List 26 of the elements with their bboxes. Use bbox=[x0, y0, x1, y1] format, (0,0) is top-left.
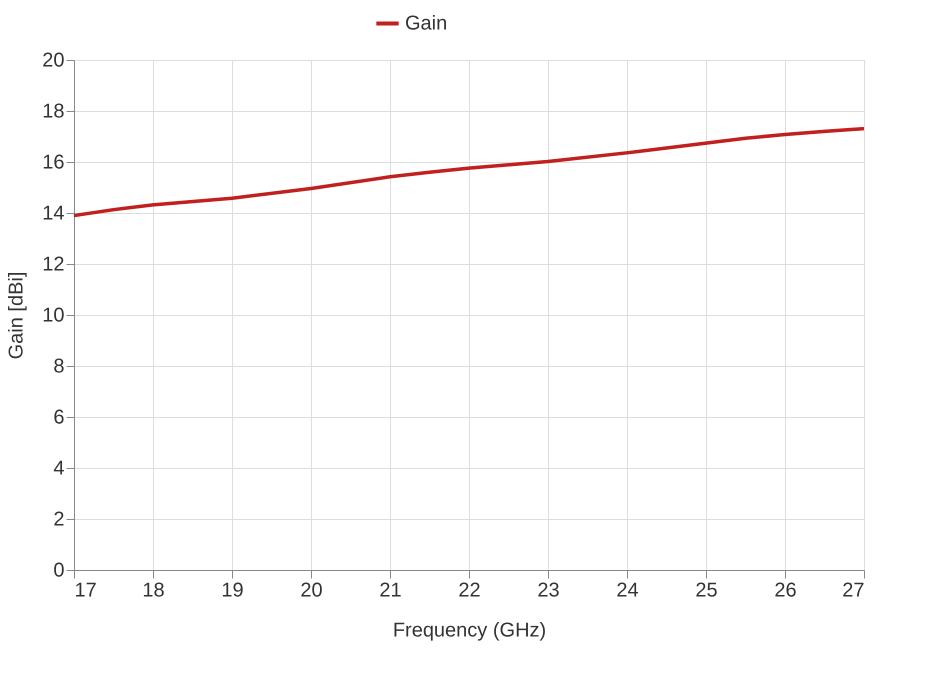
y-tick-label: 10 bbox=[42, 304, 64, 326]
y-tick-label: 8 bbox=[53, 356, 64, 378]
x-tick-label: 22 bbox=[458, 580, 481, 602]
y-tick-label: 2 bbox=[53, 508, 64, 530]
x-tick-label: 27 bbox=[842, 580, 864, 602]
y-tick-label: 20 bbox=[42, 50, 64, 72]
x-tick-label: 26 bbox=[774, 580, 797, 602]
y-tick-label: 14 bbox=[42, 202, 64, 224]
x-tick-label: 25 bbox=[695, 580, 718, 602]
x-tick-label: 20 bbox=[300, 580, 323, 602]
y-tick-label: 16 bbox=[42, 152, 64, 174]
y-tick-label: 12 bbox=[42, 254, 64, 276]
y-tick-label: 4 bbox=[53, 458, 64, 480]
x-axis-title: Frequency (GHz) bbox=[392, 620, 546, 642]
x-tick-label: 21 bbox=[379, 580, 402, 602]
y-axis-title: Gain [dBi] bbox=[5, 272, 28, 360]
x-tick-label: 18 bbox=[142, 580, 165, 602]
legend-label: Gain bbox=[405, 12, 448, 34]
y-tick-label: 6 bbox=[53, 406, 64, 428]
y-tick-label: 0 bbox=[53, 560, 64, 582]
line-series bbox=[72, 126, 866, 218]
x-tick-label: 24 bbox=[616, 580, 639, 602]
y-tick-label: 18 bbox=[42, 100, 64, 122]
x-tick-label: 17 bbox=[74, 580, 97, 602]
x-tick-label: 23 bbox=[537, 580, 560, 602]
x-tick-label: 19 bbox=[221, 580, 244, 602]
